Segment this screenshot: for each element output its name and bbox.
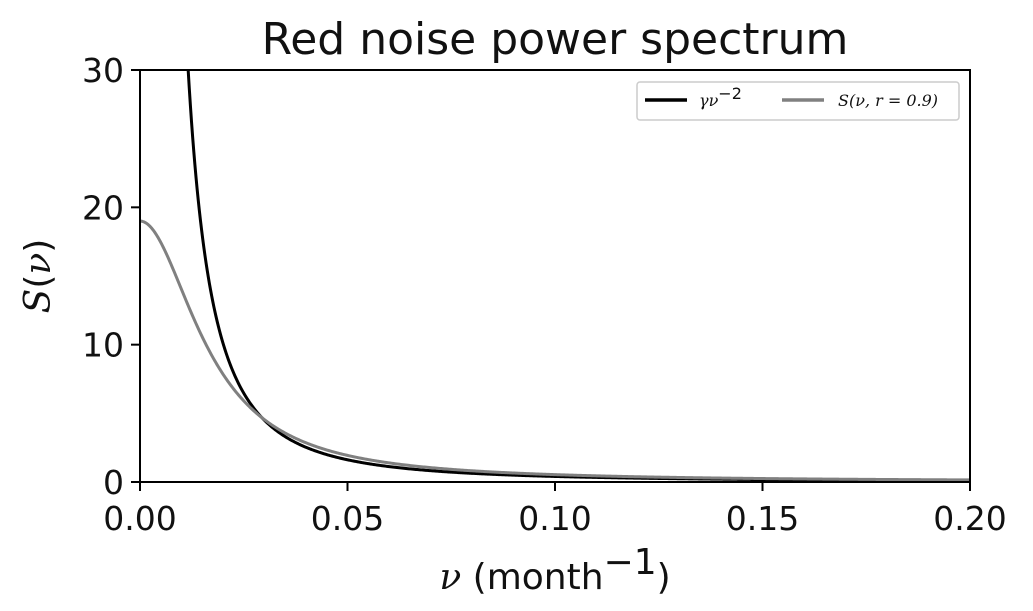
y-axis-ticks: 0 10 20 30 xyxy=(82,51,140,502)
x-axis-symbol: ν xyxy=(439,557,461,598)
x-axis-unit-close: ) xyxy=(657,557,671,598)
legend-red-noise-args: (ν, r = 0.9) xyxy=(849,91,938,110)
legend-power-law-base: γν xyxy=(699,91,719,110)
x-axis-label: ν (month−1) xyxy=(439,542,670,598)
y-axis-close-paren: ) xyxy=(18,239,59,253)
x-tick-label: 0.20 xyxy=(933,499,1006,538)
legend: γν−2 S(ν, r = 0.9) xyxy=(636,81,960,121)
y-tick-label: 30 xyxy=(82,51,124,90)
y-tick-label: 0 xyxy=(103,463,124,502)
x-tick-label: 0.00 xyxy=(103,499,176,538)
y-axis-argument: ν xyxy=(18,253,59,275)
x-tick-label: 0.15 xyxy=(726,499,799,538)
x-tick-label: 0.10 xyxy=(518,499,591,538)
legend-label-power-law: γν−2 xyxy=(699,84,742,110)
x-tick-label: 0.05 xyxy=(311,499,384,538)
y-tick-label: 20 xyxy=(82,188,124,227)
y-axis-symbol: S xyxy=(18,289,59,314)
chart-title: Red noise power spectrum xyxy=(262,14,849,65)
x-axis-ticks: 0.00 0.05 0.10 0.15 0.20 xyxy=(103,482,1007,538)
x-axis-unit: (month xyxy=(461,557,603,598)
x-axis-unit-exponent: −1 xyxy=(604,542,657,583)
y-axis-label: S(ν) xyxy=(18,239,59,314)
y-tick-label: 10 xyxy=(82,326,124,365)
legend-power-law-exponent: −2 xyxy=(718,84,742,103)
y-axis-open-paren: ( xyxy=(18,275,59,289)
legend-red-noise-func: S xyxy=(838,91,849,110)
plot-curves xyxy=(139,69,971,483)
series-line-red-noise xyxy=(139,219,971,482)
legend-label-red-noise: S(ν, r = 0.9) xyxy=(838,91,938,110)
